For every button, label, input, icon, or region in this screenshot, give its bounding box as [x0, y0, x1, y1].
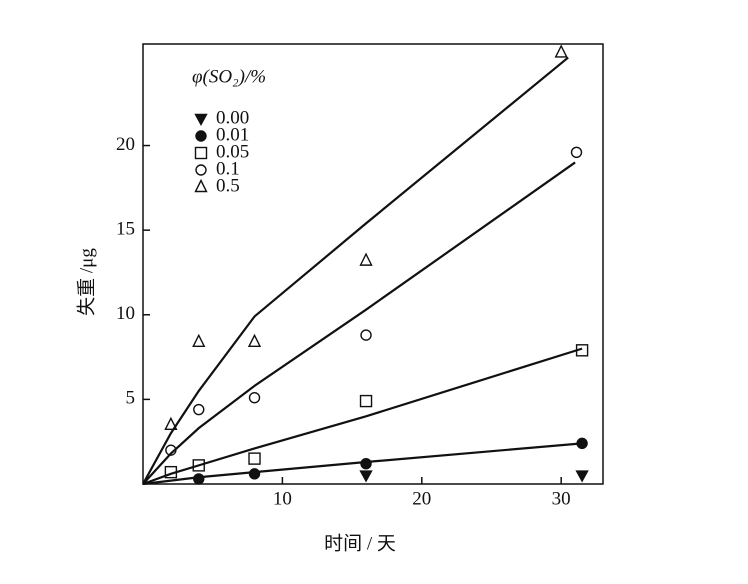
marker [359, 394, 373, 408]
legend-label: 0.5 [216, 175, 240, 196]
y-tick-label: 15 [116, 219, 135, 240]
marker [360, 329, 372, 341]
legend-marker [194, 146, 208, 160]
x-axis-label: 时间 / 天 [324, 532, 396, 554]
fit-line [142, 347, 583, 486]
x-tick-label: 30 [552, 488, 571, 509]
marker [164, 416, 178, 430]
legend-label: 0.1 [216, 158, 240, 179]
fit-line [142, 161, 576, 485]
marker [192, 333, 206, 348]
marker [575, 344, 589, 357]
marker [192, 459, 205, 472]
marker [570, 146, 583, 159]
marker [575, 470, 589, 483]
fit-line [142, 56, 569, 485]
legend-marker [194, 113, 208, 126]
marker [248, 391, 261, 404]
y-tick-label: 20 [116, 134, 135, 155]
legend-marker [195, 130, 207, 142]
legend-label: 0.01 [216, 124, 249, 145]
marker [247, 333, 262, 348]
x-tick-label: 10 [273, 488, 292, 509]
marker [359, 252, 373, 266]
x-tick-label: 20 [412, 488, 431, 509]
plot-frame [142, 43, 604, 485]
marker [193, 473, 205, 485]
marker [554, 44, 568, 58]
legend-marker [194, 178, 208, 193]
legend-label: 0.05 [216, 141, 249, 162]
legend-label: 0.00 [216, 107, 249, 128]
y-tick-label: 10 [116, 303, 135, 324]
y-axis-label: 失重 /μg [75, 248, 97, 316]
marker [248, 468, 261, 480]
marker [165, 444, 177, 456]
marker [360, 457, 372, 470]
marker [164, 465, 178, 479]
legend-title: φ(SO₂)/% [192, 66, 266, 87]
marker [359, 470, 373, 483]
marker [576, 437, 588, 450]
y-tick-label: 5 [126, 388, 136, 409]
marker [193, 403, 205, 416]
legend-marker [195, 164, 207, 176]
marker [248, 452, 261, 465]
